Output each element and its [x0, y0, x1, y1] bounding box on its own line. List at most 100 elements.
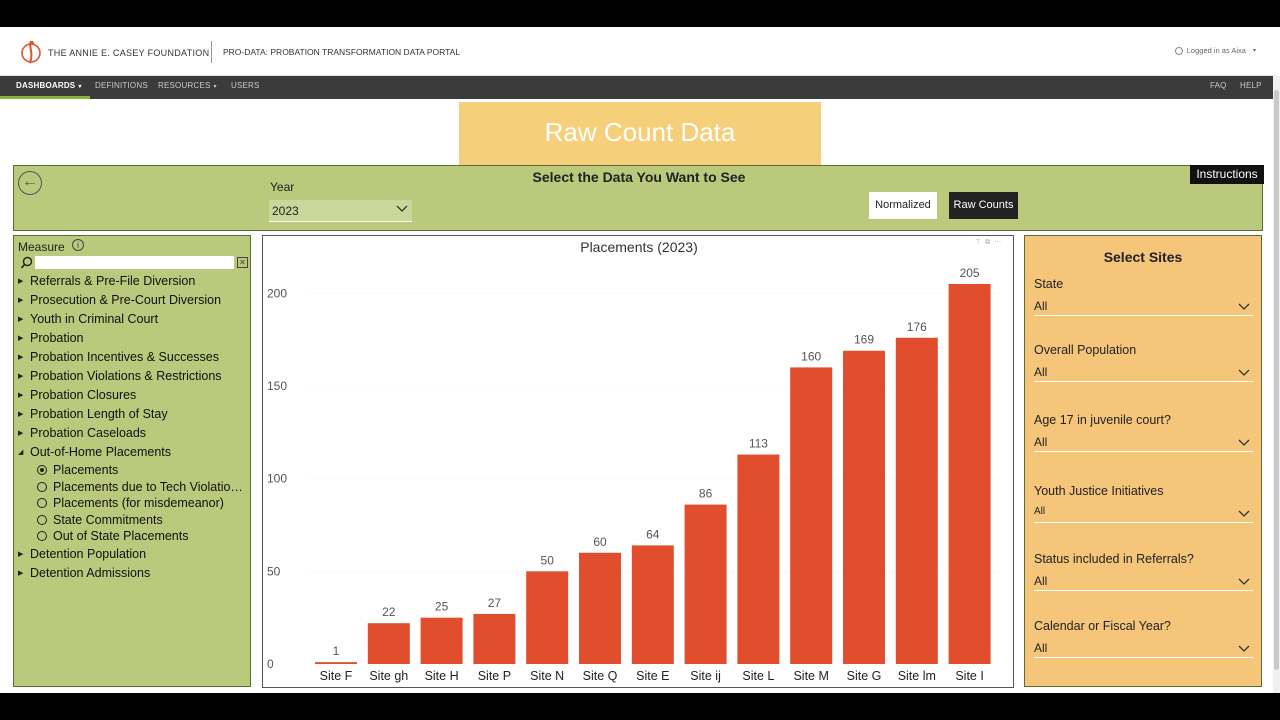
bar[interactable]: [420, 617, 463, 664]
bar[interactable]: [684, 504, 727, 664]
x-tick-label: Site M: [793, 669, 828, 683]
bar[interactable]: [367, 623, 410, 664]
data-label: 64: [646, 527, 660, 541]
back-arrow-icon[interactable]: ←: [18, 171, 42, 195]
bar[interactable]: [631, 545, 674, 664]
measure-group[interactable]: ◢ Out-of-Home Placements: [14, 443, 250, 462]
measure-group[interactable]: ▶ Referrals & Pre-File Diversion: [14, 272, 250, 291]
measure-group[interactable]: ▶ Detention Population: [14, 545, 250, 564]
x-tick-label: Site N: [530, 669, 564, 683]
nav-help[interactable]: HELP: [1240, 81, 1262, 90]
measure-option[interactable]: Out of State Placements: [14, 528, 246, 545]
caret-right-icon: ▶: [18, 297, 24, 304]
chart-toolbar[interactable]: ⊤⧉⋯: [975, 238, 1005, 247]
radio-button[interactable]: [37, 481, 47, 492]
measure-group[interactable]: ▶ Probation Closures: [14, 386, 250, 405]
info-icon[interactable]: i: [72, 239, 84, 251]
bar[interactable]: [843, 350, 885, 664]
measure-group-label: Probation Violations & Restrictions: [30, 369, 222, 383]
measure-option[interactable]: Placements (for misdemeanor): [14, 495, 246, 512]
nav-definitions[interactable]: DEFINITIONS: [95, 81, 148, 90]
filter-label: Age 17 in juvenile court?: [1034, 413, 1171, 427]
chevron-down-icon: ▾: [78, 84, 82, 90]
org-name: THE ANNIE E. CASEY FOUNDATION: [48, 48, 210, 58]
measure-option[interactable]: State Commitments: [14, 512, 246, 529]
bar[interactable]: [526, 571, 569, 664]
y-tick-label: 0: [267, 657, 274, 671]
radio-button[interactable]: [37, 531, 47, 541]
measure-title: Measure: [18, 240, 65, 254]
expand-icon[interactable]: ⧉: [985, 239, 995, 246]
nav-resources[interactable]: RESOURCES ▾: [158, 76, 217, 99]
chevron-down-icon: [1238, 303, 1250, 310]
bar[interactable]: [473, 613, 516, 664]
raw-counts-button[interactable]: Raw Counts: [949, 192, 1018, 219]
filter-label: Overall Population: [1034, 343, 1137, 357]
caret-right-icon: ▶: [18, 316, 24, 323]
filter-value: All: [1034, 435, 1048, 449]
bar[interactable]: [790, 367, 833, 664]
measure-search-input[interactable]: [35, 256, 234, 269]
nav-dashboards[interactable]: DASHBOARDS ▾: [0, 76, 90, 99]
radio-button[interactable]: [37, 498, 47, 508]
page-banner: Raw Count Data: [459, 102, 821, 165]
measure-group[interactable]: ▶ Prosecution & Pre-Court Diversion: [14, 291, 250, 310]
bar[interactable]: [737, 454, 780, 664]
chart-title: Placements (2023): [580, 239, 698, 255]
filter-dropdown[interactable]: All: [1034, 432, 1253, 452]
foundation-logo-icon[interactable]: [20, 39, 42, 65]
bar[interactable]: [895, 337, 938, 664]
normalized-button[interactable]: Normalized: [869, 192, 937, 219]
x-tick-label: Site I: [955, 669, 984, 683]
filter-value: All: [1034, 506, 1046, 517]
filter-dropdown[interactable]: All: [1034, 571, 1253, 591]
radio-button[interactable]: [37, 465, 47, 475]
measure-group[interactable]: ▶ Probation Incentives & Successes: [14, 348, 250, 367]
caret-right-icon: ▶: [18, 392, 24, 399]
data-label: 60: [593, 535, 607, 549]
nav-users[interactable]: USERS: [231, 81, 260, 90]
nav-dashboards-label: DASHBOARDS: [16, 81, 76, 90]
measure-group[interactable]: ▶ Probation: [14, 329, 250, 348]
instructions-button[interactable]: Instructions: [1190, 165, 1264, 184]
measure-group[interactable]: ▶ Probation Caseloads: [14, 424, 250, 443]
measure-option[interactable]: Placements due to Tech Violatio…: [14, 479, 246, 496]
filter-dropdown[interactable]: All: [1034, 296, 1253, 316]
nav-faq[interactable]: FAQ: [1210, 81, 1227, 90]
data-label: 22: [382, 605, 396, 619]
y-tick-label: 50: [267, 564, 281, 578]
bar[interactable]: [948, 284, 991, 664]
measure-group-label: Out-of-Home Placements: [30, 445, 172, 459]
year-dropdown[interactable]: 2023: [269, 200, 412, 222]
data-label: 27: [488, 596, 502, 610]
user-menu[interactable]: Logged in as Aixa ▾: [1174, 46, 1256, 55]
y-tick-label: 150: [267, 379, 287, 393]
measure-option-label: Placements due to Tech Violatio…: [53, 479, 243, 494]
scrollbar-thumb[interactable]: [1274, 90, 1279, 670]
bar[interactable]: [315, 662, 357, 664]
page-scrollbar[interactable]: [1273, 76, 1280, 693]
data-label: 176: [907, 320, 927, 334]
caret-down-icon: ◢: [18, 449, 24, 456]
radio-button[interactable]: [37, 514, 47, 525]
measure-group[interactable]: ▶ Youth in Criminal Court: [14, 310, 250, 329]
data-label: 86: [699, 487, 713, 501]
filter-dropdown[interactable]: All: [1034, 638, 1253, 658]
measure-group[interactable]: ▶ Probation Violations & Restrictions: [14, 367, 250, 386]
chevron-down-icon: [1238, 510, 1250, 517]
measure-option[interactable]: Placements: [14, 462, 246, 479]
filter-dropdown[interactable]: All: [1034, 362, 1253, 382]
filter-label: Youth Justice Initiatives: [1034, 484, 1164, 498]
filter-icon[interactable]: ⊤: [975, 239, 986, 246]
data-label: 113: [749, 437, 768, 451]
measure-group[interactable]: ▶ Probation Length of Stay: [14, 405, 250, 424]
measure-group[interactable]: ▶ Detention Admissions: [14, 564, 250, 583]
clear-icon[interactable]: ✕: [237, 257, 248, 268]
more-options-icon[interactable]: ⋯: [994, 239, 1006, 246]
filter-dropdown[interactable]: All: [1034, 503, 1253, 523]
caret-right-icon: ▶: [18, 278, 24, 285]
filter-label: State: [1034, 277, 1064, 291]
bar[interactable]: [579, 552, 621, 664]
data-label: 1: [333, 644, 340, 658]
data-label: 205: [960, 266, 980, 280]
